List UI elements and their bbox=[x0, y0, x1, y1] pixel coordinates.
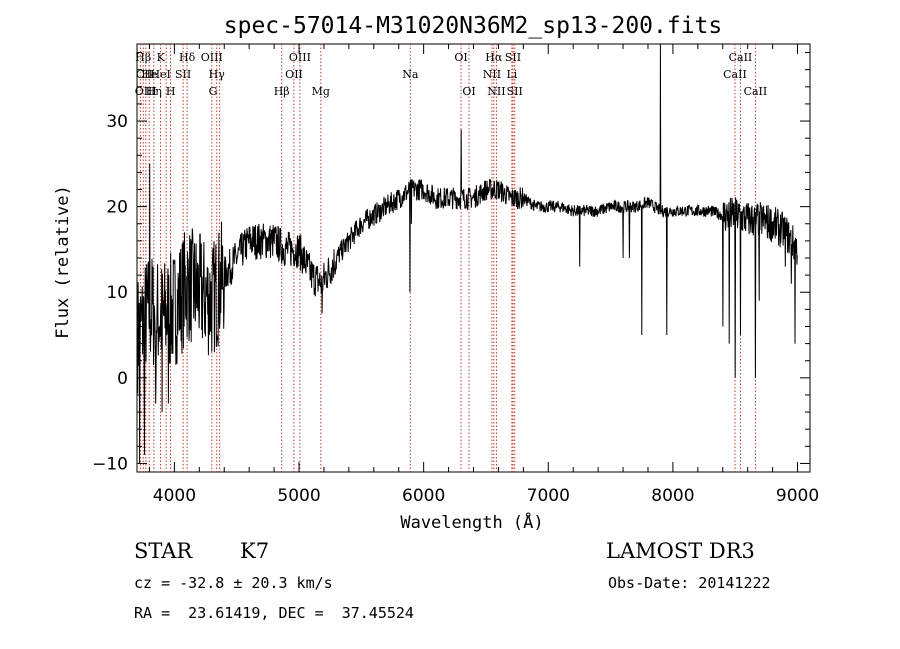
line-label: OIII bbox=[135, 85, 157, 98]
line-label: HeI bbox=[150, 68, 170, 81]
x-axis-label: Wavelength (Å) bbox=[400, 511, 543, 533]
line-label: CaII bbox=[744, 85, 768, 98]
line-label: H bbox=[166, 85, 176, 98]
line-label: Hβ bbox=[274, 85, 290, 98]
y-tick-label: 20 bbox=[106, 198, 128, 218]
line-label: Hη bbox=[146, 85, 162, 98]
x-tick-label: 4000 bbox=[153, 486, 196, 506]
line-label: Hβ bbox=[135, 51, 151, 64]
x-tick-label: 7000 bbox=[527, 486, 570, 506]
line-label: He bbox=[141, 68, 157, 81]
plot-frame bbox=[136, 43, 811, 473]
line-label: NII bbox=[483, 68, 501, 81]
line-label: K bbox=[157, 51, 166, 64]
line-label: CII bbox=[136, 68, 153, 81]
spectral-line-labels: Hβ CII OIII He Hη K HeI H SII Hδ OIII Hγ G Hβ OIII OII M… bbox=[135, 51, 768, 98]
y-tick-label: 0 bbox=[117, 369, 128, 389]
x-tick-label: 9000 bbox=[776, 486, 819, 506]
redshift-cz: cz = -32.8 ± 20.3 km/s bbox=[134, 574, 333, 592]
line-label: SII bbox=[175, 68, 191, 81]
line-label: SII bbox=[505, 51, 521, 64]
object-class: STAR bbox=[134, 539, 193, 563]
y-tick-label: 30 bbox=[106, 112, 128, 132]
line-label: OI bbox=[462, 85, 475, 98]
line-label: OII bbox=[285, 68, 303, 81]
line-label: OI bbox=[454, 51, 467, 64]
line-label: CaII bbox=[723, 68, 747, 81]
line-label: Hδ bbox=[179, 51, 196, 64]
axis-ticks: 4000 5000 6000 7000 8000 9000 −10 0 10 20 30 bbox=[92, 44, 819, 506]
line-label: Li bbox=[506, 68, 517, 81]
spectrum-series bbox=[137, 43, 798, 464]
line-label: NII bbox=[487, 85, 505, 98]
x-tick-label: 5000 bbox=[277, 486, 320, 506]
x-tick-label: 6000 bbox=[402, 486, 445, 506]
observation-date: Obs-Date: 20141222 bbox=[608, 574, 771, 592]
line-label: G bbox=[209, 85, 218, 98]
y-tick-label: −10 bbox=[92, 454, 128, 474]
line-label: Mg bbox=[312, 85, 330, 98]
object-subclass: K7 bbox=[240, 539, 270, 563]
spectrum-line bbox=[137, 43, 798, 464]
line-label: SII bbox=[507, 85, 523, 98]
coordinates: RA = 23.61419, DEC = 37.45524 bbox=[134, 604, 414, 622]
y-tick-label: 10 bbox=[106, 283, 128, 303]
line-label: OIII bbox=[201, 51, 223, 64]
line-label: Hα bbox=[485, 51, 503, 64]
survey-name: LAMOST DR3 bbox=[606, 539, 755, 563]
line-label: CaII bbox=[729, 51, 753, 64]
chart-title: spec-57014-M31020N36M2_sp13-200.fits bbox=[224, 13, 723, 39]
x-tick-label: 8000 bbox=[651, 486, 694, 506]
y-axis-label: Flux (relative) bbox=[53, 185, 73, 339]
line-label: Hγ bbox=[209, 68, 226, 81]
line-label: Na bbox=[402, 68, 419, 81]
line-label: OIII bbox=[289, 51, 311, 64]
plot-border bbox=[136, 43, 811, 473]
